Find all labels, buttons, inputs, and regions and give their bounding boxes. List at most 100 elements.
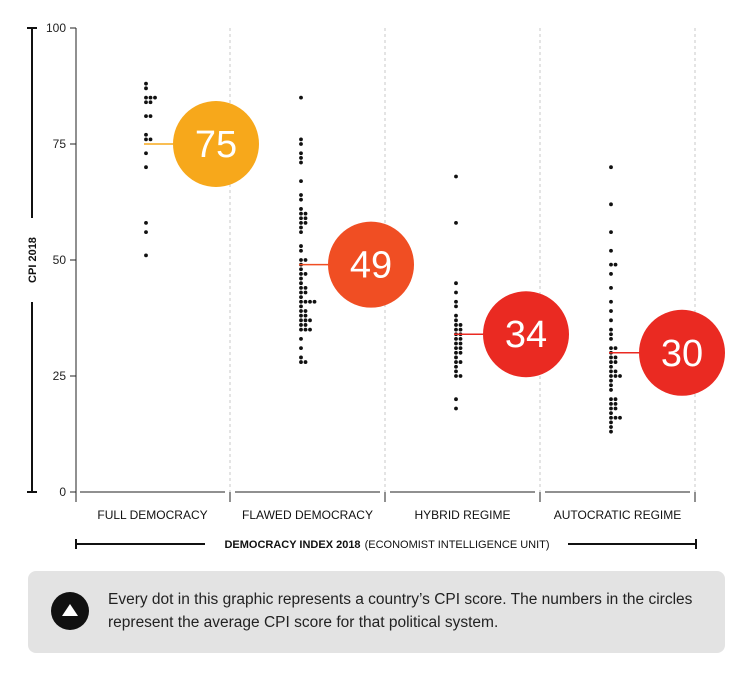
data-dot (454, 360, 458, 364)
data-dot (299, 267, 303, 272)
data-dot (299, 211, 303, 216)
data-dot (303, 220, 308, 225)
data-dot (299, 244, 303, 248)
data-dot (454, 318, 458, 323)
data-dot (299, 272, 303, 276)
y-axis-title-group: CPI 2018 (27, 27, 39, 493)
data-dot (299, 156, 303, 160)
data-dot (299, 95, 303, 100)
data-dot (299, 318, 303, 323)
y-axis-title: CPI 2018 (27, 237, 39, 283)
data-dot (609, 262, 613, 267)
average-circle (483, 291, 569, 378)
data-dot (609, 378, 613, 383)
data-dot (609, 397, 613, 402)
data-dot (609, 411, 613, 416)
data-dot (303, 323, 308, 327)
data-dot (609, 336, 613, 341)
data-dot (609, 415, 613, 420)
average-lines (144, 143, 641, 354)
data-dot (299, 281, 303, 286)
y-tick-label: 100 (46, 21, 66, 35)
data-dot (458, 374, 463, 378)
data-dot (609, 420, 613, 425)
category-label: HYBRID REGIME (414, 508, 510, 522)
data-dot (609, 285, 613, 290)
data-dot (303, 258, 308, 262)
data-dot (609, 346, 613, 351)
data-dot (454, 327, 458, 332)
data-dot (144, 86, 148, 91)
category-label: FULL DEMOCRACY (97, 508, 207, 522)
y-tick-label: 75 (53, 137, 67, 151)
data-dot (613, 360, 618, 364)
data-dot (613, 369, 618, 374)
data-dot (454, 174, 458, 179)
data-dot (299, 309, 303, 313)
data-dot (613, 406, 618, 411)
data-dot (613, 401, 618, 406)
data-dot (609, 364, 613, 369)
data-dots (144, 81, 622, 434)
data-dot (454, 220, 458, 225)
data-dot (144, 137, 148, 142)
data-dot (144, 81, 148, 86)
data-dot (454, 369, 458, 374)
data-dot (609, 406, 613, 411)
y-tick-label: 0 (59, 485, 66, 499)
data-dot (308, 327, 312, 332)
data-dot (458, 350, 463, 355)
data-dot (458, 336, 463, 341)
average-label: 49 (350, 245, 392, 287)
info-note-text: Every dot in this graphic represents a c… (108, 591, 693, 631)
data-dot (609, 165, 613, 170)
data-dot (144, 95, 148, 100)
category-label: FLAWED DEMOCRACY (242, 508, 373, 522)
data-dot (613, 346, 618, 351)
data-dot (609, 401, 613, 406)
data-dot (303, 272, 308, 276)
data-dot (299, 151, 303, 156)
data-dot (299, 193, 303, 197)
data-dot (308, 299, 312, 304)
data-dot (299, 285, 303, 290)
data-dot (299, 290, 303, 295)
info-note: Every dot in this graphic represents a c… (28, 571, 725, 653)
data-dot (303, 285, 308, 290)
data-dot (299, 313, 303, 318)
data-dot (454, 397, 458, 402)
data-dot (609, 355, 613, 360)
data-dot (618, 415, 622, 420)
data-dot (609, 425, 613, 429)
data-dot (454, 281, 458, 286)
data-dot (148, 95, 153, 100)
data-dot (454, 374, 458, 378)
data-dot (609, 272, 613, 276)
data-dot (609, 388, 613, 392)
data-dot (299, 258, 303, 262)
data-dot (299, 323, 303, 327)
data-dot (609, 360, 613, 364)
x-axis-title-main: DEMOCRACY INDEX 2018 (224, 539, 360, 551)
data-dot (609, 327, 613, 332)
data-dot (613, 355, 618, 360)
data-dot (148, 100, 153, 105)
data-dot (613, 374, 618, 378)
data-dot (299, 197, 303, 202)
data-dot (153, 95, 157, 100)
data-dot (299, 160, 303, 165)
y-tick-label: 25 (53, 369, 67, 383)
data-dot (613, 262, 618, 267)
data-dot (312, 299, 317, 304)
data-dot (144, 253, 148, 258)
average-circle (173, 101, 259, 187)
data-dot (609, 248, 613, 253)
data-dot (308, 318, 312, 323)
data-dot (454, 304, 458, 309)
average-circle (639, 309, 725, 396)
data-dot (613, 415, 618, 420)
data-dot (609, 429, 613, 434)
data-dot (299, 230, 303, 235)
data-dot (454, 323, 458, 327)
data-dot (458, 323, 463, 327)
